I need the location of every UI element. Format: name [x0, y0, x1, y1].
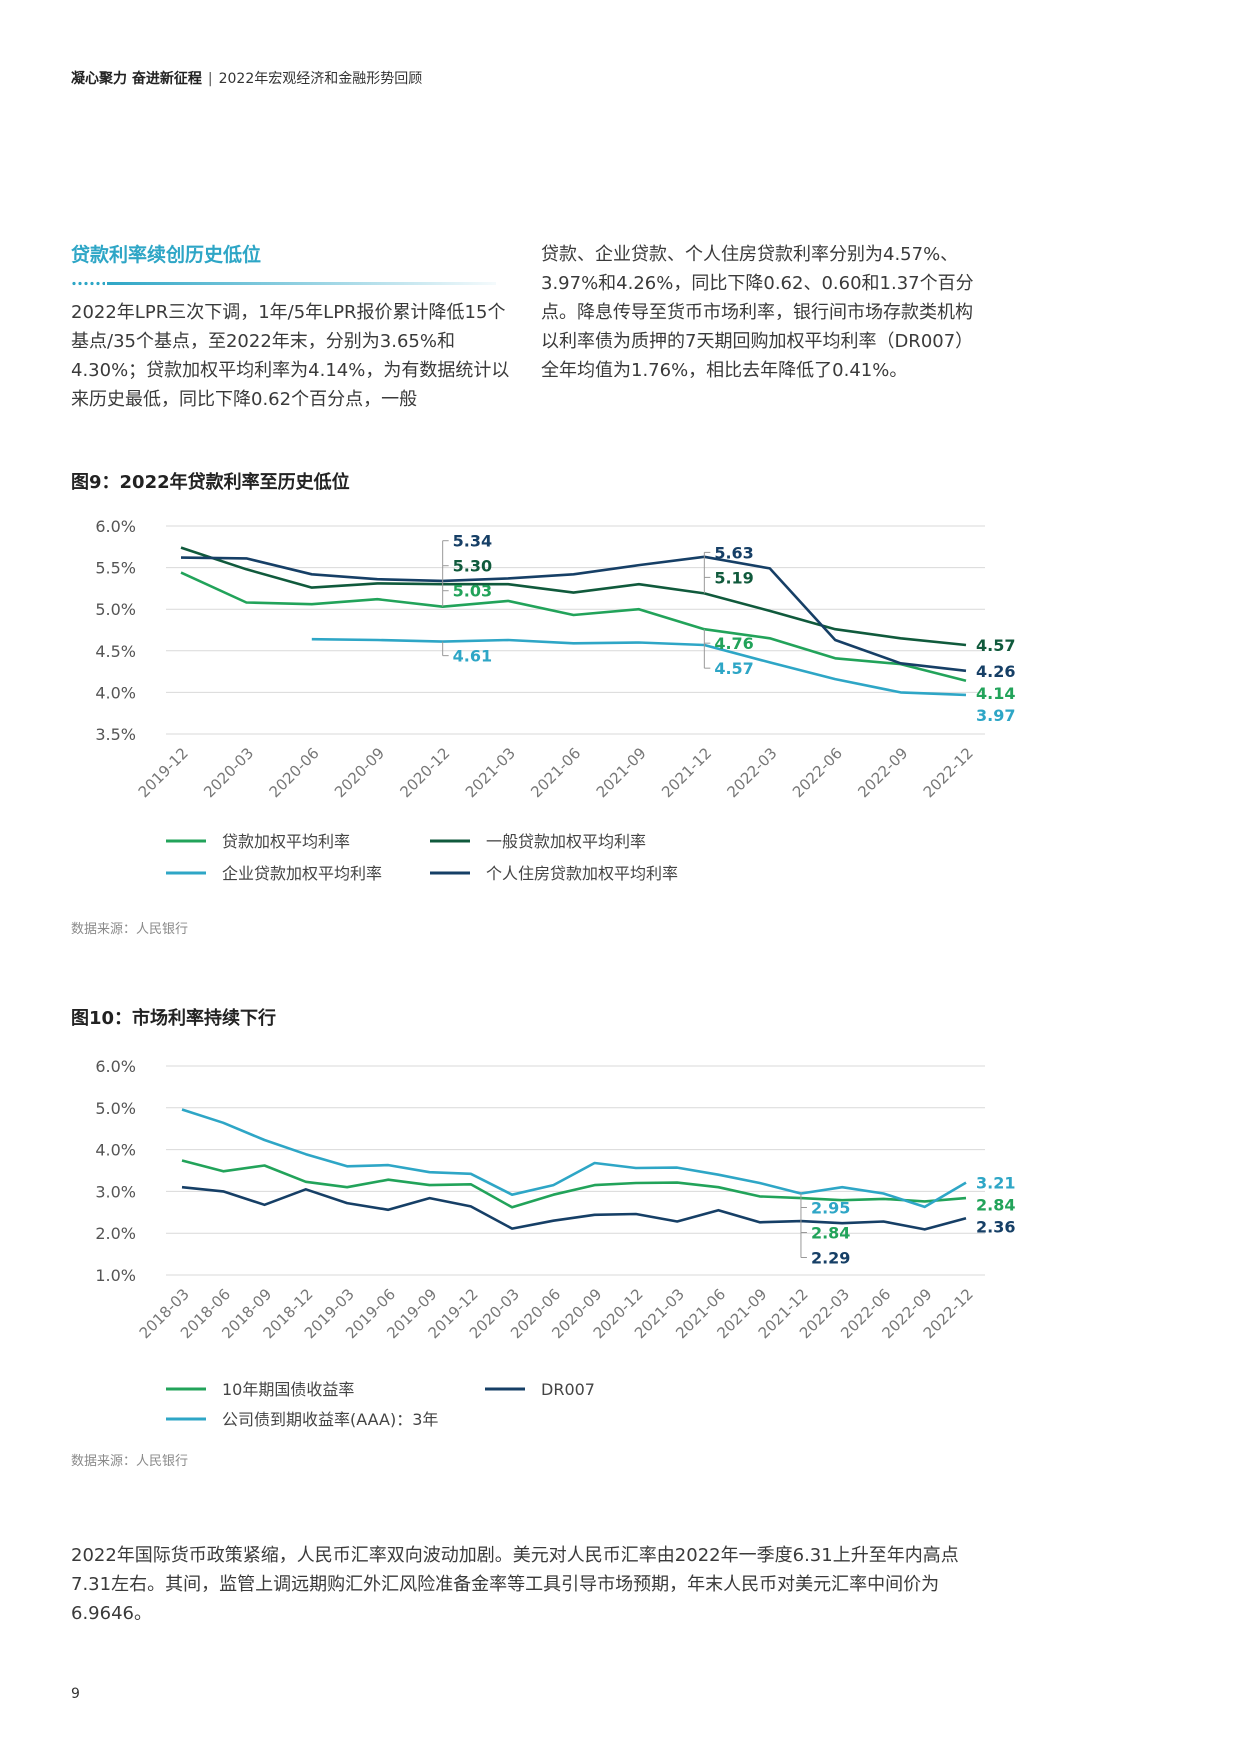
- data-label: 5.34: [453, 532, 492, 551]
- paragraph-right: 贷款、企业贷款、个人住房贷款利率分别为4.57%、3.97%和4.26%，同比下…: [541, 244, 974, 381]
- x-tick-label: 2020-09: [331, 744, 388, 801]
- data-label: 2.84: [811, 1223, 850, 1242]
- bottom-paragraph: 2022年国际货币政策紧缩，人民币汇率双向波动加剧。美元对人民币汇率由2022年…: [71, 1545, 959, 1624]
- figure-10-title: 图10：市场利率持续下行: [71, 1008, 277, 1029]
- page-number: 9: [71, 1686, 80, 1702]
- header-right: 2022年宏观经济和金融形势回顾: [218, 71, 423, 87]
- y-tick-label: 6.0%: [95, 517, 136, 536]
- x-tick-label: 2022-12: [920, 744, 977, 801]
- data-label: 3.21: [976, 1174, 1015, 1193]
- paragraph-left: 2022年LPR三次下调，1年/5年LPR报价累计降低15个基点/35个基点，至…: [71, 302, 510, 410]
- page-header: 凝心聚力 奋进新征程 | 2022年宏观经济和金融形势回顾: [71, 68, 422, 88]
- y-tick-label: 2.0%: [95, 1224, 136, 1243]
- data-label: 5.30: [453, 557, 492, 576]
- series-line-2: [181, 1185, 967, 1231]
- figure-10-source: 数据来源：人民银行: [71, 1454, 189, 1469]
- x-tick-label: 2020-03: [200, 744, 257, 801]
- data-label: 2.95: [811, 1198, 850, 1217]
- data-label: 5.19: [714, 568, 753, 587]
- data-label: 4.57: [976, 636, 1015, 655]
- section-title-rule: [71, 281, 496, 286]
- data-label: 4.14: [976, 684, 1015, 703]
- legend-label: 贷款加权平均利率: [222, 832, 350, 851]
- figure-9-title: 图9：2022年贷款利率至历史低位: [71, 472, 350, 493]
- y-tick-label: 5.5%: [95, 559, 136, 578]
- x-tick-label: 2021-09: [593, 744, 650, 801]
- header-left: 凝心聚力 奋进新征程: [71, 71, 202, 87]
- y-tick-label: 6.0%: [95, 1057, 136, 1076]
- x-tick-label: 2021-12: [658, 744, 715, 801]
- data-label: 2.29: [811, 1248, 850, 1267]
- data-label: 3.97: [976, 706, 1015, 725]
- data-label: 4.61: [453, 647, 492, 666]
- data-label: 5.03: [453, 582, 492, 601]
- y-tick-label: 1.0%: [95, 1266, 136, 1285]
- y-tick-label: 3.5%: [95, 725, 136, 744]
- x-tick-label: 2021-06: [527, 744, 584, 801]
- y-tick-label: 3.0%: [95, 1182, 136, 1201]
- legend-label: 公司债到期收益率(AAA)：3年: [222, 1410, 438, 1429]
- figure-9-chart: 6.0%5.5%5.0%4.5%4.0%3.5%2019-12 2020-03 20…: [95, 517, 1015, 883]
- legend-label: 一般贷款加权平均利率: [486, 832, 646, 851]
- series-line-1: [180, 571, 967, 683]
- legend-label: DR007: [541, 1380, 595, 1399]
- figure-10-chart: 6.0%5.0%4.0%3.0%2.0%1.0%2018-032018-0620…: [95, 1057, 1015, 1429]
- legend-label: 10年期国债收益率: [222, 1380, 354, 1399]
- y-tick-label: 5.0%: [95, 1099, 136, 1118]
- x-tick-label: 2021-03: [462, 744, 519, 801]
- series-line-3: [181, 1108, 967, 1209]
- x-tick-label: 2022-06: [789, 744, 846, 801]
- section-title: 贷款利率续创历史低位: [71, 244, 262, 266]
- series-line-2: [180, 546, 967, 647]
- legend-label: 个人住房贷款加权平均利率: [486, 864, 678, 883]
- legend-label: 企业贷款加权平均利率: [222, 864, 382, 883]
- x-tick-label: 2019-12: [135, 744, 192, 801]
- figure-9-source: 数据来源：人民银行: [71, 922, 189, 937]
- y-tick-label: 4.0%: [95, 1141, 136, 1160]
- data-label: 4.26: [976, 662, 1015, 681]
- series-line-1: [181, 1159, 967, 1209]
- x-tick-label: 2020-12: [396, 744, 453, 801]
- x-tick-label: 2022-09: [854, 744, 911, 801]
- series-line-4: [180, 555, 967, 673]
- y-tick-label: 5.0%: [95, 600, 136, 619]
- data-label: 2.84: [976, 1196, 1015, 1215]
- y-tick-label: 4.0%: [95, 683, 136, 702]
- data-label: 4.57: [714, 659, 753, 678]
- data-label: 4.76: [714, 634, 753, 653]
- x-tick-label: 2020-06: [266, 744, 323, 801]
- series-line-3: [311, 637, 967, 697]
- data-label: 2.36: [976, 1218, 1015, 1237]
- y-tick-label: 4.5%: [95, 642, 136, 661]
- header-separator: |: [207, 71, 213, 87]
- x-tick-label: 2022-03: [724, 744, 781, 801]
- data-label: 5.63: [714, 543, 753, 562]
